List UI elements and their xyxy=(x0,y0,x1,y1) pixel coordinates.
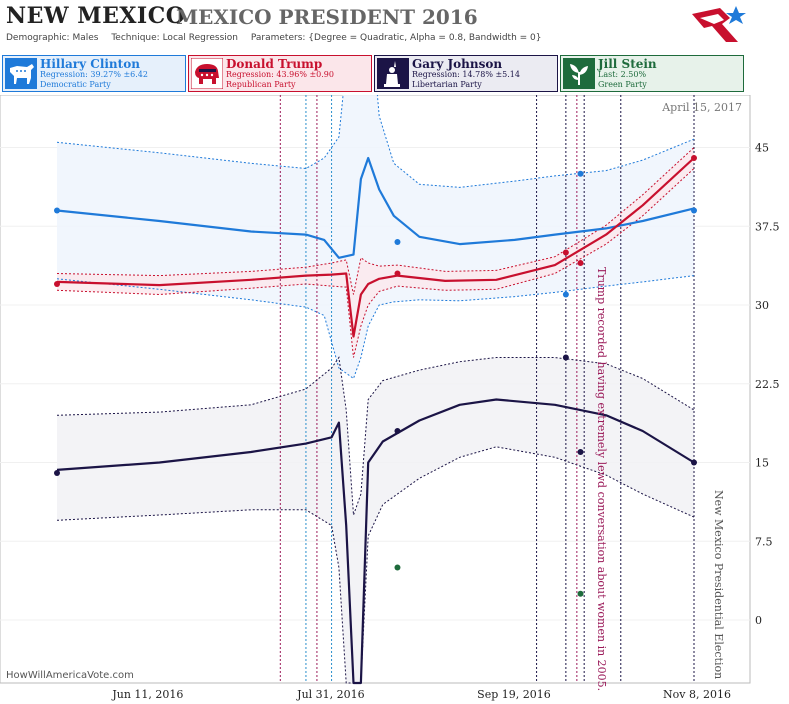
poll-point xyxy=(577,590,584,597)
candidate-party: Democratic Party xyxy=(40,80,111,89)
demographic-value: Males xyxy=(72,33,99,43)
upper-bound-line xyxy=(56,147,695,295)
poll-points xyxy=(54,155,697,597)
lower-bound-line xyxy=(56,275,695,380)
parameters-label: Parameters: xyxy=(250,33,306,43)
candidate-stat: Regression: 14.78% ±5.14 xyxy=(412,70,520,79)
poll-point xyxy=(577,449,584,455)
candidate-card-johnson: Gary Johnson Regression: 14.78% ±5.14 Li… xyxy=(374,55,558,92)
poll-point xyxy=(394,270,401,277)
candidate-card-clinton: Hillary Clinton Regression: 39.27% ±6.42… xyxy=(2,55,186,92)
candidate-name: Hillary Clinton xyxy=(40,57,140,71)
upper-bound-line xyxy=(56,95,695,188)
elephant-icon xyxy=(191,58,223,89)
candidate-name: Gary Johnson xyxy=(412,57,503,71)
y-tick-label: 22.5 xyxy=(755,378,780,391)
y-tick-label: 15 xyxy=(755,457,769,470)
candidate-stat: Regression: 39.27% ±6.42 xyxy=(40,70,148,79)
demographic-info: Demographic: Males xyxy=(6,33,98,43)
x-tick-label: Nov 8, 2016 xyxy=(663,688,731,701)
parameters-info: Parameters: {Degree = Quadratic, Alpha =… xyxy=(251,33,542,43)
poll-point xyxy=(562,354,569,361)
candidate-card-stein: Jill Stein Last: 2.50% Green Party xyxy=(560,55,744,92)
poll-point xyxy=(54,281,60,287)
poll-point xyxy=(394,564,401,571)
candidate-party: Libertarian Party xyxy=(412,80,482,89)
candidate-name: Donald Trump xyxy=(226,57,323,71)
candidate-stat: Last: 2.50% xyxy=(598,70,647,79)
poll-point xyxy=(562,249,569,256)
y-tick-label: 37.5 xyxy=(755,220,780,233)
series-line xyxy=(56,157,695,338)
y-tick-label: 0 xyxy=(755,614,762,627)
poll-point xyxy=(562,291,569,298)
technique-info: Technique: Local Regression xyxy=(111,33,238,43)
x-tick-label: Jul 31, 2016 xyxy=(296,688,365,701)
parameters-line: Demographic: Males Technique: Local Regr… xyxy=(6,33,552,43)
series-line xyxy=(56,398,695,685)
confidence-bounds xyxy=(56,95,695,684)
poll-point xyxy=(577,260,584,266)
candidate-name: Jill Stein xyxy=(598,57,657,71)
liberty-icon xyxy=(377,58,409,89)
site-credit: HowWillAmericaVote.com xyxy=(6,670,134,681)
y-tick-label: 45 xyxy=(755,142,769,155)
y-tick-label: 7.5 xyxy=(755,535,773,548)
race-title: MEXICO PRESIDENT 2016 xyxy=(176,5,478,29)
regression-lines xyxy=(56,156,695,685)
poll-point xyxy=(691,155,697,161)
technique-label: Technique: xyxy=(111,33,160,43)
election-annotation: New Mexico Presidential Election xyxy=(712,490,725,679)
demographic-label: Demographic: xyxy=(6,33,70,43)
donkey-icon xyxy=(5,58,37,89)
date-label: April 15, 2017 xyxy=(661,101,742,114)
trump-annotation: Trump recorded having extremely lewd con… xyxy=(595,267,608,691)
x-axis-ticks: Jun 11, 2016 Jul 31, 2016 Sep 19, 2016 Nov … xyxy=(111,688,731,701)
technique-value: Local Regression xyxy=(162,33,238,43)
site-logo xyxy=(692,6,746,42)
candidate-party: Republican Party xyxy=(226,80,296,89)
event-lines xyxy=(279,95,695,683)
x-tick-label: Jun 11, 2016 xyxy=(111,688,183,701)
poll-point xyxy=(394,428,401,434)
candidate-stat: Regression: 43.96% ±0.90 xyxy=(226,70,334,79)
series-line xyxy=(56,156,695,259)
parameters-value: {Degree = Quadratic, Alpha = 0.8, Bandwi… xyxy=(308,33,542,43)
poll-point xyxy=(577,170,584,177)
poll-point xyxy=(54,207,60,214)
upper-bound-line xyxy=(56,356,695,516)
leaf-icon xyxy=(563,58,595,89)
poll-point xyxy=(691,459,697,466)
poll-point xyxy=(54,470,60,476)
candidate-card-trump: Donald Trump Regression: 43.96% ±0.90 Re… xyxy=(188,55,372,92)
poll-point xyxy=(394,239,401,245)
y-axis-ticks: 45 37.5 30 22.5 15 7.5 0 xyxy=(755,142,780,628)
state-title: NEW MEXICO xyxy=(6,3,186,29)
confidence-band xyxy=(57,95,694,379)
y-tick-label: 30 xyxy=(755,299,769,312)
poll-point xyxy=(691,207,697,214)
poll-chart: 45 37.5 30 22.5 15 7.5 0 Jun 11, 2016 Jul 31, 2… xyxy=(0,95,789,704)
lower-bound-line xyxy=(56,446,695,684)
x-tick-label: Sep 19, 2016 xyxy=(477,688,551,701)
candidate-party: Green Party xyxy=(598,80,647,89)
chart-header: NEW MEXICO MEXICO PRESIDENT 2016 Demogra… xyxy=(0,0,789,95)
